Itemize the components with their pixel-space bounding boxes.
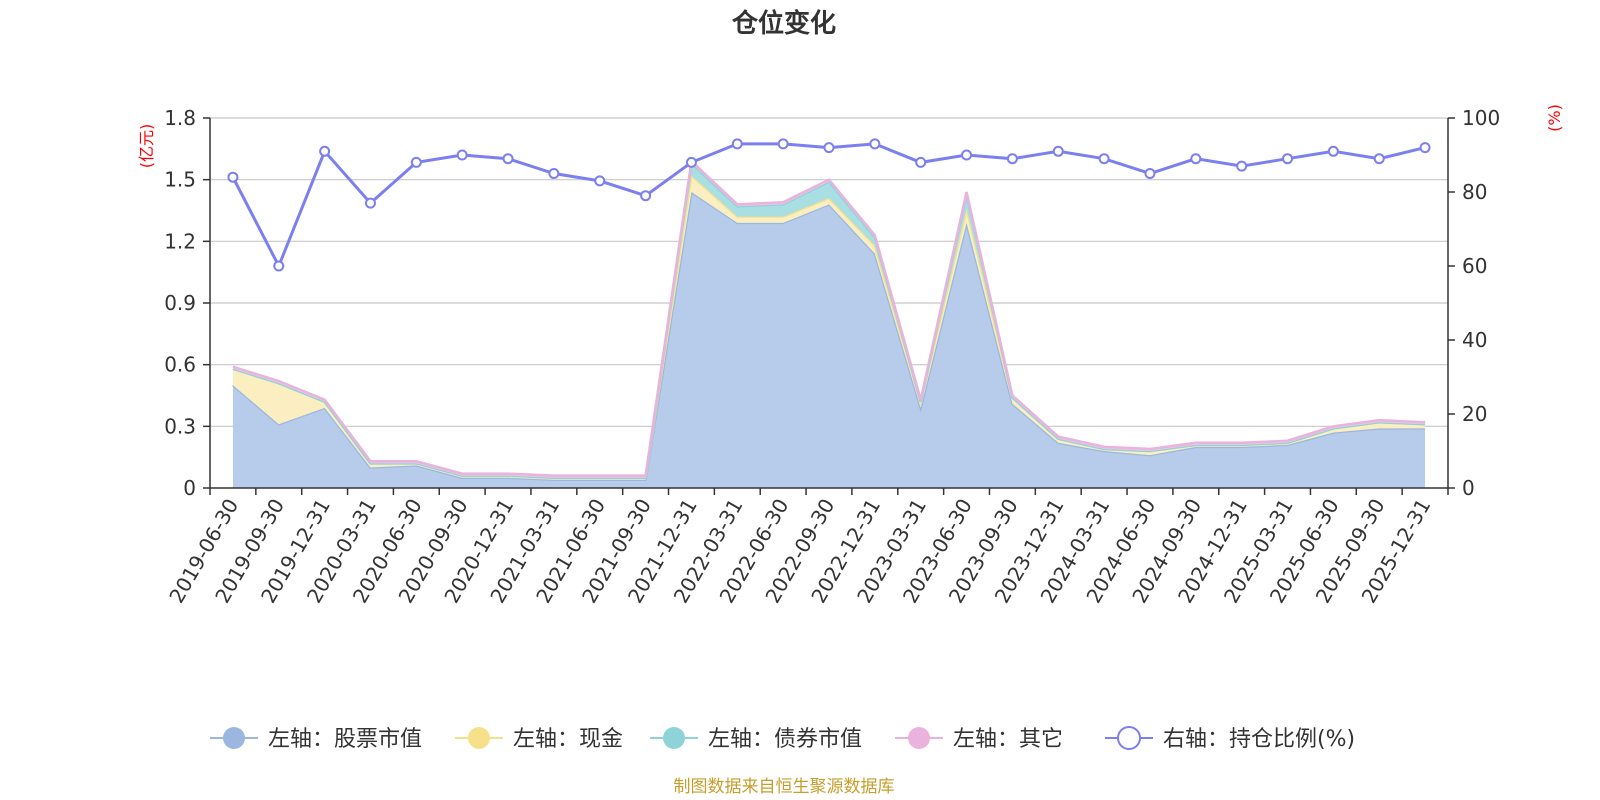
right-tick-label: 0: [1462, 476, 1475, 500]
ratio-point: [1419, 142, 1431, 154]
data-source-note: 制图数据来自恒生聚源数据库: [674, 777, 895, 797]
ratio-point: [1327, 145, 1339, 157]
left-tick-label: 1.8: [164, 106, 196, 130]
ratio-point: [823, 142, 835, 154]
left-tick-label: 1.2: [164, 229, 196, 253]
ratio-point: [640, 190, 652, 202]
ratio-point: [1006, 153, 1018, 165]
ratio-point: [731, 138, 743, 150]
stacked-areas: [232, 158, 1426, 488]
ratio-point: [364, 197, 376, 209]
right-tick-label: 60: [1462, 254, 1487, 278]
legend-label: 左轴：其它: [953, 727, 1063, 752]
left-tick-label: 0.6: [164, 353, 196, 377]
ratio-point: [685, 156, 697, 168]
legend-item[interactable]: 左轴：股票市值: [210, 727, 422, 752]
ratio-point: [319, 145, 331, 157]
legend-circle-icon: [908, 727, 930, 749]
ratio-point: [594, 175, 606, 187]
ratio-point: [1098, 153, 1110, 165]
ratio-point: [1052, 145, 1064, 157]
legend-item[interactable]: 左轴：现金: [455, 727, 623, 752]
ratio-point: [410, 156, 422, 168]
legend-circle-icon: [223, 727, 245, 749]
legend-item[interactable]: 右轴：持仓比例(%): [1105, 726, 1355, 752]
ratio-point: [869, 138, 881, 150]
legend-label: 左轴：股票市值: [268, 727, 422, 752]
ratio-point: [1282, 153, 1294, 165]
right-tick-label: 20: [1462, 402, 1487, 426]
left-axis-unit: (亿元): [137, 124, 156, 169]
legend-item[interactable]: 左轴：债券市值: [650, 727, 862, 752]
legend-label: 右轴：持仓比例(%): [1163, 727, 1355, 752]
ratio-point: [1236, 160, 1248, 172]
right-tick-label: 40: [1462, 328, 1487, 352]
legend-circle-icon: [663, 727, 685, 749]
ratio-point: [961, 149, 973, 161]
left-tick-label: 0: [183, 476, 196, 500]
ratio-point: [548, 168, 560, 179]
legend-item[interactable]: 左轴：其它: [895, 727, 1063, 752]
left-tick-label: 0.3: [164, 414, 196, 438]
legend-label: 左轴：现金: [513, 727, 623, 752]
left-tick-label: 1.5: [164, 168, 196, 192]
ratio-point: [1373, 153, 1385, 165]
legend[interactable]: 左轴：股票市值 左轴：现金 左轴：债券市值 左轴：其它 右轴：持仓比例(%): [210, 726, 1355, 752]
right-axis-unit: (%): [1545, 104, 1564, 132]
ratio-point: [502, 153, 514, 165]
area-series-3-edge: [232, 158, 1426, 477]
legend-circle-icon: [468, 727, 490, 749]
ratio-point: [456, 149, 468, 161]
ratio-point: [915, 156, 927, 168]
ratio-line-series: [227, 138, 1431, 272]
area-series-0: [232, 192, 1426, 488]
legend-label: 左轴：债券市值: [708, 727, 862, 752]
ratio-point: [777, 138, 789, 150]
ratio-point: [227, 171, 239, 183]
ratio-point: [1190, 153, 1202, 165]
chart-title: 仓位变化: [731, 8, 836, 39]
ratio-point: [1144, 168, 1156, 179]
right-tick-label: 100: [1462, 106, 1500, 130]
ratio-point: [273, 260, 285, 272]
right-tick-label: 80: [1462, 180, 1487, 204]
legend-circle-icon: [1117, 726, 1141, 750]
left-tick-label: 0.9: [164, 291, 196, 315]
